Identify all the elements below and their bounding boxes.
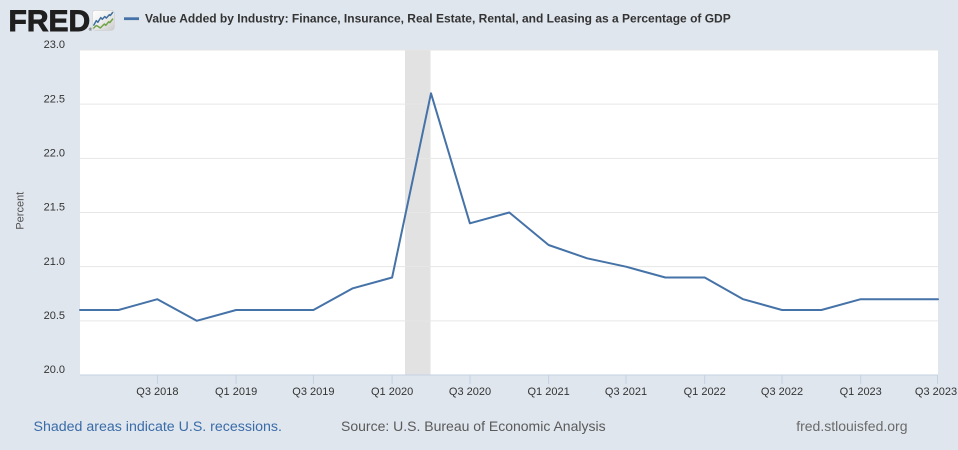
svg-text:fred.stlouisfed.org: fred.stlouisfed.org — [796, 418, 907, 434]
svg-text:Source: U.S. Bureau of Economi: Source: U.S. Bureau of Economic Analysis — [341, 418, 606, 434]
svg-text:Value Added by Industry: Finan: Value Added by Industry: Finance, Insura… — [145, 12, 731, 26]
svg-text:Q3 2019: Q3 2019 — [292, 386, 334, 398]
svg-text:Q3 2022: Q3 2022 — [761, 386, 803, 398]
svg-text:Q3 2021: Q3 2021 — [605, 386, 647, 398]
svg-text:Shaded areas indicate U.S. rec: Shaded areas indicate U.S. recessions. — [34, 419, 282, 435]
svg-text:Q1 2023: Q1 2023 — [840, 386, 882, 398]
svg-text:21.0: 21.0 — [44, 256, 65, 268]
svg-text:Q3 2018: Q3 2018 — [136, 386, 178, 398]
svg-text:20.0: 20.0 — [44, 364, 65, 376]
svg-text:Q1 2019: Q1 2019 — [215, 386, 257, 398]
svg-text:22.0: 22.0 — [44, 148, 65, 160]
svg-text:20.5: 20.5 — [44, 310, 65, 322]
svg-text:Q1 2022: Q1 2022 — [684, 386, 726, 398]
svg-text:®: ® — [89, 26, 93, 32]
svg-text:Q1 2020: Q1 2020 — [371, 386, 413, 398]
svg-text:Percent: Percent — [15, 192, 27, 230]
svg-text:23.0: 23.0 — [44, 39, 65, 51]
svg-text:22.5: 22.5 — [44, 93, 65, 105]
svg-text:Q3 2020: Q3 2020 — [449, 386, 491, 398]
svg-text:21.5: 21.5 — [44, 202, 65, 214]
svg-text:FRED: FRED — [9, 5, 91, 38]
svg-text:Q1 2021: Q1 2021 — [527, 386, 569, 398]
svg-text:Q3 2023: Q3 2023 — [915, 386, 957, 398]
